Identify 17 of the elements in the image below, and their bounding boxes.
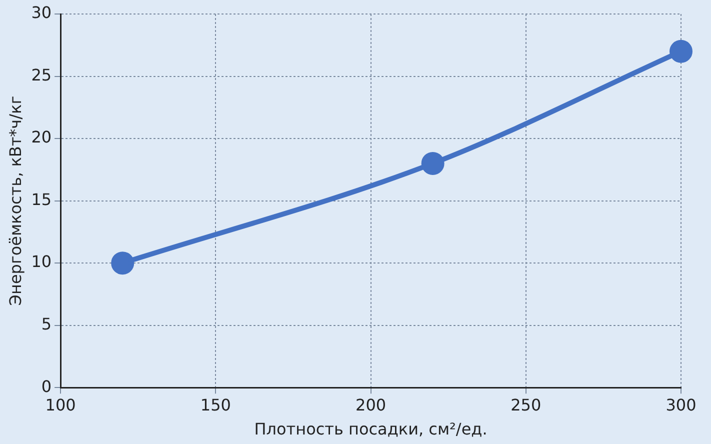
x-tick-label: 300 (666, 395, 696, 414)
y-axis-title: Энергоёмкость, кВт*ч/кг (6, 96, 25, 306)
point (111, 252, 134, 275)
y-tick-label: 30 (31, 3, 52, 22)
x-tick-label: 150 (200, 395, 231, 414)
y-tick-label: 0 (41, 376, 52, 396)
y-tick-label: 15 (31, 190, 52, 209)
x-tick-label: 100 (45, 395, 76, 414)
y-tick-label: 5 (41, 314, 52, 334)
point (670, 40, 692, 63)
point (421, 152, 444, 175)
x-tick-label: 250 (510, 395, 542, 414)
y-tick-label: 25 (31, 65, 52, 84)
y-tick-label: 20 (31, 128, 52, 147)
x-axis-title: Плотность посадки, см²/ед. (254, 420, 488, 439)
x-tick-label: 200 (356, 395, 386, 414)
y-tick-label: 10 (31, 252, 52, 272)
